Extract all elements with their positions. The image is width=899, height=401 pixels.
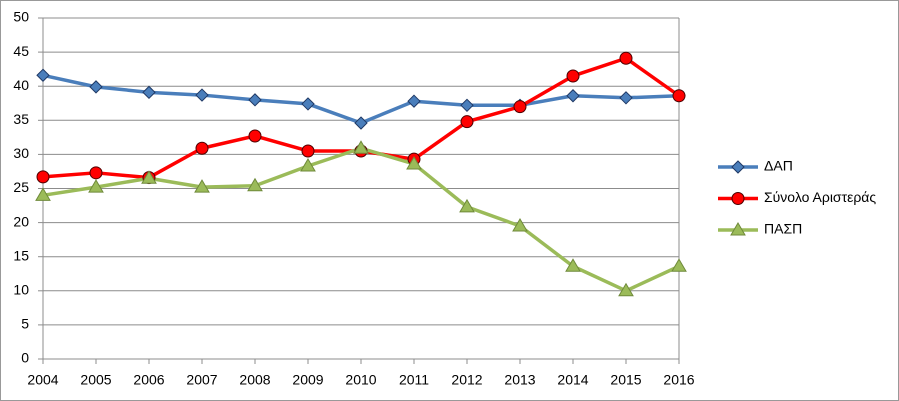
data-point (36, 68, 50, 82)
legend-marker (731, 160, 745, 174)
data-point (88, 179, 104, 193)
data-point (301, 144, 315, 158)
x-tick-label: 2014 (557, 372, 588, 388)
y-tick-label: 10 (13, 282, 29, 298)
y-tick-label: 0 (21, 350, 29, 366)
x-tick-label: 2010 (345, 372, 376, 388)
legend-label: Σύνολο Αριστεράς (764, 189, 876, 205)
y-tick-label: 45 (13, 43, 29, 59)
y-tick-label: 35 (13, 111, 29, 127)
y-tick-label: 5 (21, 316, 29, 332)
y-tick-label: 30 (13, 145, 29, 161)
data-point (195, 88, 209, 102)
legend-marker (730, 222, 746, 236)
data-point (407, 94, 421, 108)
data-point (618, 282, 634, 297)
x-tick-label: 2005 (80, 372, 111, 388)
data-point (141, 170, 157, 184)
data-point (512, 218, 528, 232)
data-point (301, 97, 315, 111)
x-tick-label: 2016 (663, 372, 694, 388)
data-point (460, 115, 474, 129)
legend-marker (731, 192, 745, 205)
data-point (195, 141, 209, 155)
x-tick-label: 2013 (504, 372, 535, 388)
data-point (459, 198, 475, 213)
data-point (248, 129, 262, 143)
data-point (353, 140, 369, 154)
y-tick-label: 40 (13, 77, 29, 93)
data-point (671, 258, 687, 272)
x-tick-label: 2015 (610, 372, 641, 388)
data-point (566, 89, 580, 103)
data-point (566, 69, 580, 83)
legend-label: ΠΑΣΠ (764, 221, 802, 237)
x-tick-label: 2011 (399, 372, 429, 388)
data-point (247, 177, 263, 192)
data-point (35, 187, 51, 201)
y-tick-label: 20 (13, 213, 29, 229)
x-tick-label: 2012 (451, 372, 482, 388)
legend-label: ΔΑΠ (764, 158, 793, 174)
data-point (460, 98, 474, 113)
data-point (565, 258, 581, 272)
y-tick-label: 50 (13, 9, 29, 25)
data-point (406, 155, 422, 170)
data-point (89, 166, 103, 180)
x-tick-label: 2009 (292, 372, 323, 388)
y-tick-label: 15 (13, 247, 29, 263)
data-point (300, 158, 316, 172)
data-point (619, 91, 633, 105)
data-point (619, 51, 633, 65)
data-point (248, 93, 262, 107)
x-tick-label: 2007 (186, 372, 217, 388)
x-tick-label: 2008 (239, 372, 270, 388)
data-point (36, 170, 50, 184)
data-point (672, 89, 686, 103)
data-point (142, 85, 156, 100)
data-point (354, 116, 368, 130)
data-point (89, 80, 103, 94)
x-tick-label: 2004 (27, 372, 58, 388)
data-point (194, 179, 210, 193)
y-tick-label: 25 (13, 179, 29, 195)
x-tick-label: 2006 (133, 372, 164, 388)
data-point (513, 100, 527, 114)
